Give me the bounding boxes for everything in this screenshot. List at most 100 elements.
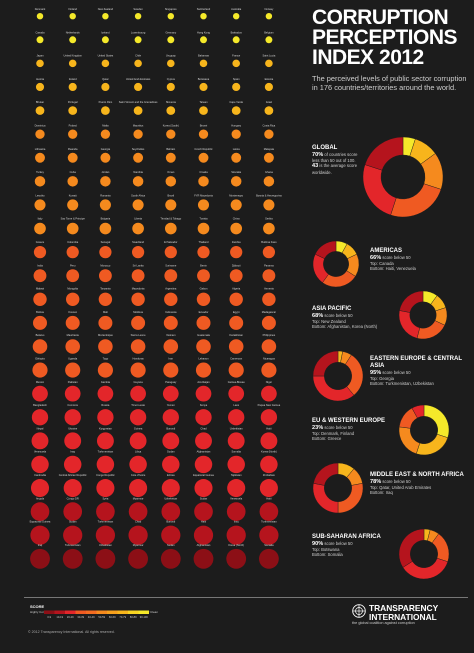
country-label: Burkina Faso (261, 240, 277, 244)
country-label: Trinidad & Tobago (160, 217, 181, 221)
country-dot (163, 315, 178, 330)
country-label: Libya (135, 450, 142, 454)
scale-swatch (138, 610, 149, 614)
country-label: Montenegro (229, 193, 243, 197)
region-stat: 23% (312, 425, 324, 431)
country-label: Philippines (263, 333, 276, 337)
country-dot (163, 339, 179, 354)
region-title: EU & WESTERN EUROPE (312, 418, 386, 424)
country-label: Comoros (67, 403, 78, 407)
country-dot (34, 199, 46, 211)
title-line-3: INDEX 2012 (312, 46, 424, 69)
country-label: Argentina (165, 287, 177, 291)
country-label: Myanmar (133, 496, 144, 500)
country-label: Lithuania (35, 147, 46, 151)
ti-tagline: the global coalition against corruption (352, 621, 415, 626)
ti-logo: TRANSPARENCY INTERNATIONAL the global co… (352, 604, 470, 625)
country-dot (264, 106, 274, 115)
country-dot (262, 292, 276, 306)
country-label: Rwanda (68, 147, 78, 151)
country-label: Botswana (198, 77, 210, 81)
region-stat-text: score below 50 (324, 313, 353, 318)
region-stat: 90% (312, 541, 324, 547)
country-dot (133, 129, 143, 139)
country-label: Japan (36, 54, 44, 58)
country-label: Korea (South) (163, 124, 179, 128)
country-label: Iraq (234, 520, 239, 524)
country-dot (166, 82, 175, 92)
label-top: Top: (370, 376, 378, 382)
scale-swatch (44, 610, 55, 614)
country-dot (65, 315, 80, 330)
country-dot (34, 222, 46, 235)
country-label: Somalia (264, 543, 274, 547)
country-label: Peru (70, 263, 76, 267)
country-label: Dominica (35, 124, 46, 128)
country-label: El Salvador (164, 240, 177, 244)
region-stat-text: score below 50 (324, 425, 353, 430)
scale-tick-label: 70-79 (119, 615, 126, 619)
country-label: Angola (36, 496, 45, 500)
country-label: Algeria (232, 287, 241, 291)
country-label: Iraq (38, 543, 43, 547)
country-label: Malaysia (264, 147, 275, 151)
country-dot (66, 246, 79, 259)
title-block: CORRUPTION PERCEPTIONS INDEX 2012 The pe… (312, 7, 470, 92)
country-dot (62, 548, 83, 569)
country-label: Sao Tome & Principe (61, 217, 86, 221)
country-dot (132, 176, 144, 187)
country-label: United States (98, 54, 114, 58)
country-dot (63, 455, 82, 474)
country-dot (97, 385, 114, 402)
label-top: Top: (312, 547, 320, 553)
region-top: New Zealand (321, 319, 346, 325)
country-label: Papua New Guinea (258, 403, 281, 407)
country-dot (102, 13, 109, 20)
region-top: Qatar, United Arab Emirates (379, 485, 432, 491)
country-label: Brunei (200, 124, 208, 128)
country-label: Kuwait (69, 193, 77, 197)
country-dot (259, 525, 279, 545)
country-label: Bangladesh (33, 403, 47, 407)
country-dot (130, 362, 146, 378)
country-label: Chile (135, 54, 141, 58)
region-sub-saharan: SUB-SAHARAN AFRICA 90% score below 50 To… (312, 534, 392, 558)
country-label: China (233, 217, 240, 221)
country-dot (131, 292, 145, 306)
country-label: Afghanistan (197, 543, 211, 547)
country-label: Somalia (232, 450, 242, 454)
country-label: Pakistan (68, 380, 79, 384)
country-dot (64, 409, 81, 426)
country-dot (31, 455, 49, 474)
country-label: Denmark (35, 7, 46, 11)
country-dot (165, 152, 176, 163)
country-label: Kazakhstan (229, 333, 243, 337)
region-bottom: Somalia (327, 552, 343, 558)
region-top: Georgia (379, 376, 394, 382)
donut-slice (398, 528, 425, 568)
region-title: MIDDLE EAST & NORTH AFRICA (370, 472, 464, 478)
country-dot (31, 432, 49, 450)
region-bottom: Greece (327, 436, 342, 442)
label-bottom: Bottom: (312, 436, 327, 442)
country-label: Indonesia (165, 310, 177, 314)
country-dot (161, 525, 181, 545)
country-dot (166, 129, 176, 139)
country-dot (259, 502, 279, 521)
country-label: Bahamas (198, 54, 210, 58)
scale-tick-label: 10-19 (56, 615, 63, 619)
country-dot (265, 59, 273, 68)
country-label: Bosnia & Herzegovina (256, 193, 282, 197)
country-label: Mexico (36, 380, 45, 384)
country-label: Cambodia (34, 473, 46, 477)
country-label: Haiti (201, 520, 207, 524)
country-dot (197, 269, 210, 283)
country-label: Cyprus (167, 77, 176, 81)
country-label: Guatemala (197, 333, 210, 337)
scale-swatch (96, 610, 107, 614)
country-label: Oman (167, 170, 175, 174)
country-label: Estonia (265, 77, 274, 81)
label-top: Top: (370, 485, 378, 491)
country-dot (100, 129, 111, 139)
region-bottom: Afghanistan, Korea (North) (327, 324, 378, 330)
